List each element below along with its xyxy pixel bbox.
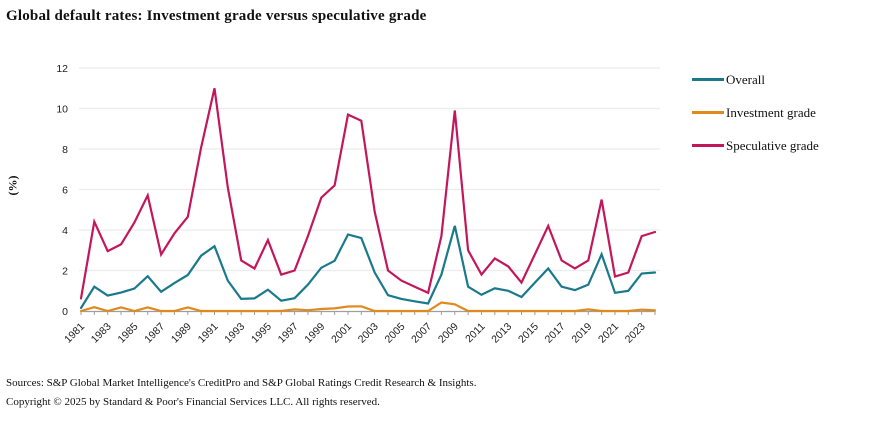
x-tick-label: 1987 bbox=[142, 321, 167, 346]
x-tick-label: 2021 bbox=[596, 321, 621, 346]
legend-item-investment-grade[interactable]: Investment grade bbox=[692, 103, 819, 122]
legend-label: Speculative grade bbox=[726, 137, 819, 153]
y-tick-label: 6 bbox=[62, 185, 68, 197]
legend-swatch-investment-grade bbox=[692, 111, 724, 114]
y-tick-label: 4 bbox=[62, 225, 68, 237]
x-tick-label: 1985 bbox=[116, 321, 141, 346]
x-tick-label: 2017 bbox=[543, 321, 568, 346]
x-tick-label: 2023 bbox=[623, 321, 648, 346]
sources-note: Sources: S&P Global Market Intelligence'… bbox=[6, 377, 477, 389]
legend-item-overall[interactable]: Overall bbox=[692, 70, 819, 89]
x-tick-label: 1989 bbox=[169, 321, 194, 346]
x-tick-label: 1999 bbox=[302, 321, 327, 346]
x-axis: 1981 1983 1985 1987 1989 1991 1993 1995 1997 1999… bbox=[62, 310, 656, 346]
legend-item-speculative-grade[interactable]: Speculative grade bbox=[692, 136, 819, 155]
series-line-speculative-grade bbox=[79, 88, 657, 300]
x-tick-label: 2007 bbox=[409, 321, 434, 346]
x-tick-label: 1991 bbox=[196, 321, 221, 346]
y-tick-label: 12 bbox=[56, 63, 68, 75]
legend-swatch-overall bbox=[692, 78, 724, 81]
legend-label: Investment grade bbox=[726, 104, 816, 120]
gridlines bbox=[79, 67, 660, 272]
y-axis-ticks: 0 2 4 6 8 10 12 bbox=[56, 63, 68, 318]
x-tick-label: 1993 bbox=[222, 321, 247, 346]
legend: Overall Investment grade Speculative gra… bbox=[692, 70, 819, 169]
x-tick-label: 2019 bbox=[569, 321, 594, 346]
legend-label: Overall bbox=[726, 71, 765, 87]
x-tick-label: 2001 bbox=[329, 321, 354, 346]
legend-swatch-speculative-grade bbox=[692, 144, 724, 147]
x-tick-label: 2013 bbox=[489, 321, 514, 346]
x-tick-label: 2005 bbox=[382, 321, 407, 346]
series-lines bbox=[79, 88, 657, 313]
x-tick-label: 1983 bbox=[89, 321, 114, 346]
chart-title: Global default rates: Investment grade v… bbox=[6, 8, 427, 24]
x-tick-label: 2015 bbox=[516, 321, 541, 346]
x-tick-label: 2009 bbox=[436, 321, 461, 346]
y-tick-label: 2 bbox=[62, 266, 68, 278]
x-tick-label: 1981 bbox=[62, 321, 87, 346]
x-tick-label: 1997 bbox=[276, 321, 301, 346]
series-line-investment-grade bbox=[79, 301, 657, 313]
y-tick-label: 8 bbox=[62, 144, 68, 156]
x-tick-label: 2003 bbox=[356, 321, 381, 346]
copyright-note: Copyright © 2025 by Standard & Poor's Fi… bbox=[6, 396, 380, 408]
x-tick-label: 1995 bbox=[249, 321, 274, 346]
x-tick-label: 2011 bbox=[463, 321, 488, 346]
y-tick-label: 10 bbox=[56, 104, 68, 116]
series-line-overall bbox=[79, 225, 657, 310]
y-tick-label: 0 bbox=[62, 306, 68, 318]
